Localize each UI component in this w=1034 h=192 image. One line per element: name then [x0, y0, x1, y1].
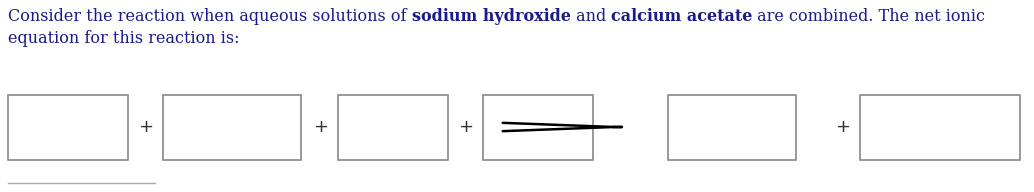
Text: Consider the reaction when aqueous solutions of: Consider the reaction when aqueous solut…	[8, 8, 412, 25]
Text: +: +	[458, 118, 474, 136]
Bar	[668, 95, 796, 160]
Text: +: +	[139, 118, 153, 136]
Bar	[338, 95, 448, 160]
Bar	[8, 95, 128, 160]
Text: equation for this reaction is:: equation for this reaction is:	[8, 30, 240, 47]
Bar	[163, 95, 301, 160]
Text: +: +	[835, 118, 851, 136]
Bar	[483, 95, 594, 160]
Bar	[860, 95, 1020, 160]
Text: sodium hydroxide: sodium hydroxide	[412, 8, 571, 25]
Text: calcium acetate: calcium acetate	[611, 8, 753, 25]
Text: and: and	[571, 8, 611, 25]
Text: are combined. The net ionic: are combined. The net ionic	[753, 8, 985, 25]
Text: +: +	[313, 118, 329, 136]
